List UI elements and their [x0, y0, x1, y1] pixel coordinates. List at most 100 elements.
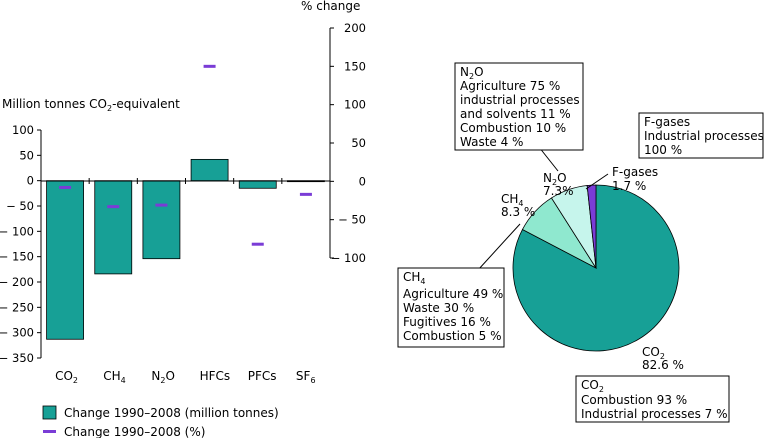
- annotation-co2-title: CO2: [581, 378, 604, 394]
- slice-value-n2o: 7.3%: [543, 184, 574, 198]
- annotation-n2o-line: industrial processes: [460, 93, 580, 107]
- annotation-n2o-title-tail: O: [474, 65, 483, 79]
- right-axis: 200 150 100 50 0 − 50 − 100: [329, 21, 366, 265]
- bar-series: [46, 158, 325, 340]
- left-axis-tick-label: 0: [27, 174, 34, 188]
- right-axis-tick-label: − 50: [338, 213, 366, 227]
- bar-pfcs: [238, 180, 277, 189]
- percent-marker-pfcs: [251, 242, 264, 246]
- slice-value-fgases: 1.7 %: [612, 179, 646, 193]
- left-axis-title-end: -equivalent: [112, 97, 180, 111]
- slice-label-ch4: CH4: [501, 192, 524, 208]
- slice-label-co2: CO2: [642, 345, 665, 361]
- annotation-ch4-title-main: CH: [403, 270, 420, 284]
- slice-label-fgases: F-gases: [612, 165, 658, 179]
- annotation-n2o-box: [454, 62, 584, 151]
- annotation-fgases-box: [638, 112, 764, 159]
- slice-label-ch4-main: CH: [501, 192, 518, 206]
- percent-marker-ch4: [107, 205, 120, 209]
- right-axis-tick-label: − 100: [331, 251, 366, 265]
- annotation-ch4-line: Combustion 5 %: [403, 329, 502, 343]
- left-axis-title-sub: 2: [107, 104, 112, 113]
- slice-label-n2o-main: N: [543, 171, 552, 185]
- left-axis-tick-label: − 200: [0, 275, 34, 289]
- right-axis-tick-label: 50: [351, 136, 366, 150]
- annotation-co2-line: Combustion 93 %: [581, 393, 687, 407]
- category-label-sf6: SF6: [296, 369, 316, 385]
- annotation-ch4-line: Agriculture 49 %: [403, 287, 503, 301]
- pie-chart: N2O 7.3% F-gases 1.7 % CH4 8.3 % CO2 82.…: [397, 62, 764, 423]
- annotation-co2-line: Industrial processes 7 %: [581, 407, 728, 421]
- annotation-co2-box: [575, 375, 730, 423]
- ch4-leader: [477, 223, 521, 271]
- pie-slice-labels: N2O 7.3% F-gases 1.7 % CH4 8.3 % CO2 82.…: [501, 165, 684, 372]
- annotation-ch4-title-sub: 4: [420, 277, 425, 286]
- annotation-ch4-line: Fugitives 16 %: [403, 315, 491, 329]
- pie-slices: [512, 184, 680, 352]
- bar-co2: [46, 180, 84, 340]
- right-axis-tick-label: 0: [359, 174, 366, 188]
- annotation-n2o-line: Agriculture 75 %: [460, 79, 560, 93]
- annotation-n2o-line: and solvents 11 %: [460, 107, 571, 121]
- percent-marker-sf6: [299, 192, 312, 196]
- percent-marker-co2: [59, 185, 72, 189]
- bar-hfcs: [190, 158, 229, 182]
- percent-marker-hfcs: [203, 64, 216, 68]
- legend-label-percent: Change 1990–2008 (%): [64, 425, 205, 438]
- right-axis-tick-label: 200: [344, 21, 366, 35]
- category-label-pfcs: PFCs: [248, 369, 277, 383]
- left-axis-tick-label: − 50: [6, 199, 34, 213]
- slice-label-co2-main: CO: [642, 345, 660, 359]
- annotation-n2o-line: Waste 4 %: [460, 135, 523, 149]
- slice-value-ch4: 8.3 %: [501, 205, 535, 219]
- annotation-n2o-title-sub: 2: [469, 72, 474, 81]
- left-axis-title: Million tonnes CO2-equivalent: [2, 97, 180, 113]
- slice-label-n2o: N2O: [543, 171, 567, 187]
- annotation-co2-title-sub: 2: [599, 385, 604, 394]
- right-axis-title: % change: [301, 0, 360, 13]
- left-axis-title-main: Million tonnes CO: [2, 97, 107, 111]
- annotation-ch4-line: Waste 30 %: [403, 301, 474, 315]
- annotation-ch4: CH4 Agriculture 49 % Waste 30 % Fugitive…: [397, 267, 505, 348]
- category-label-co2: CO2: [55, 369, 78, 385]
- right-axis-tick-label: 150: [344, 59, 366, 73]
- left-axis-tick-label: − 350: [0, 351, 34, 365]
- annotation-co2-title-main: CO: [581, 378, 599, 392]
- left-axis-tick-label: − 150: [0, 250, 34, 264]
- right-axis-tick-label: 100: [344, 98, 366, 112]
- annotation-n2o-line: Combustion 10 %: [460, 121, 566, 135]
- annotation-n2o-title: N2O: [460, 65, 484, 81]
- percent-marker-n2o: [155, 203, 168, 207]
- legend-swatch-percent: [43, 430, 56, 433]
- left-axis-tick-label: − 250: [0, 300, 34, 314]
- bar-ch4: [94, 180, 133, 275]
- category-label-ch4: CH4: [103, 369, 126, 385]
- annotation-ch4-title: CH4: [403, 270, 426, 286]
- annotation-fgases-line: 100 %: [644, 143, 682, 157]
- slice-label-n2o-tail: O: [557, 171, 566, 185]
- annotation-co2: CO2 Combustion 93 % Industrial processes…: [575, 375, 730, 423]
- category-label-n2o: N2O: [151, 369, 175, 385]
- percent-series: [59, 64, 312, 246]
- annotation-fgases-line: Industrial processes: [644, 129, 764, 143]
- left-axis-tick-label: − 300: [0, 326, 34, 340]
- left-axis: 100 50 0 − 50 − 100 − 150 − 200 − 250 − 300 − 350: [0, 123, 42, 365]
- bar-n2o: [142, 180, 181, 260]
- annotation-n2o: N2O Agriculture 75 % industrial processe…: [454, 62, 584, 151]
- slice-value-co2: 82.6 %: [642, 358, 684, 372]
- annotation-fgases: F-gases Industrial processes 100 %: [638, 112, 764, 159]
- left-axis-tick-label: 50: [19, 148, 34, 162]
- left-axis-tick-label: 100: [12, 123, 34, 137]
- category-label-hfcs: HFCs: [200, 369, 231, 383]
- fgases-leader: [585, 173, 609, 190]
- annotation-n2o-title-main: N: [460, 65, 469, 79]
- category-labels: CO2 CH4 N2O HFCs PFCs SF6: [55, 369, 315, 385]
- slice-label-ch4-sub: 4: [518, 199, 523, 208]
- bar-chart: Million tonnes CO2-equivalent % change 1…: [0, 0, 366, 438]
- category-ticks: [88, 178, 283, 184]
- legend: Change 1990–2008 (million tonnes) Change…: [42, 405, 279, 438]
- slice-label-co2-sub: 2: [660, 352, 665, 361]
- annotation-fgases-title: F-gases: [644, 115, 690, 129]
- left-axis-tick-label: − 100: [0, 224, 34, 238]
